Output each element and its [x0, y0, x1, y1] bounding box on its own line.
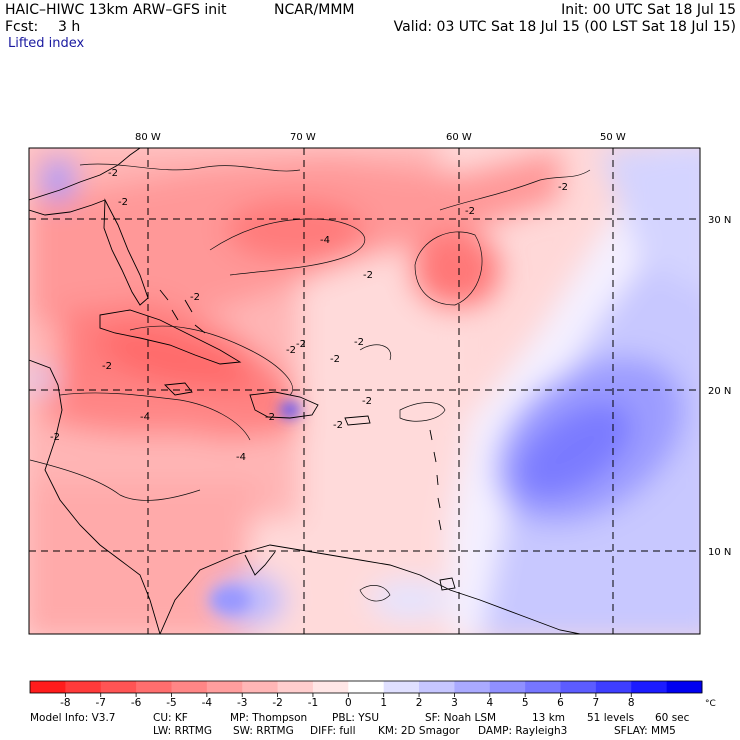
contour-label: -2 — [362, 396, 372, 407]
colorbar-cell — [30, 681, 66, 693]
contour-label: -2 — [102, 361, 112, 372]
forecast-label: Fcst: — [5, 19, 39, 35]
surface-layer-option: SFLAY: MM5 — [614, 725, 676, 737]
colorbar-tick-label: 4 — [486, 697, 493, 709]
colorbar-cell — [489, 681, 526, 693]
lon-label: 60 W — [446, 132, 472, 143]
colorbar-cell — [525, 681, 562, 693]
lat-label: 30 N — [708, 215, 731, 226]
colorbar-unit: °C — [705, 699, 716, 709]
damping-option: DAMP: Rayleigh3 — [478, 725, 568, 737]
valid-time: Valid: 03 UTC Sat 18 Jul 15 (00 LST Sat … — [393, 19, 736, 35]
contour-label: -2 — [333, 420, 343, 431]
colorbar-tick-label: -3 — [237, 697, 247, 709]
cumulus-scheme: CU: KF — [153, 712, 188, 724]
colorbar-cell — [277, 681, 314, 693]
colorbar-cell — [242, 681, 279, 693]
colorbar-cell — [560, 681, 597, 693]
contour-label: -2 — [354, 337, 364, 348]
grid-spacing: 13 km — [532, 712, 566, 724]
colorbar-cell — [595, 681, 632, 693]
timestep: 60 sec — [655, 712, 690, 724]
colorbar-tick-label: -5 — [166, 697, 176, 709]
contour-label: -4 — [236, 452, 246, 463]
colorbar-cell — [136, 681, 172, 693]
contour-label: -2 — [330, 354, 340, 365]
colorbar-tick-label: -6 — [131, 697, 142, 709]
contour-label: -4 — [320, 235, 330, 246]
contour-label: -2 — [190, 292, 200, 303]
colorbar-tick-label: 5 — [522, 697, 529, 709]
init-time: Init: 00 UTC Sat 18 Jul 15 — [561, 2, 736, 18]
vertical-levels: 51 levels — [587, 712, 635, 724]
colorbar-outline — [29, 680, 703, 694]
contour-label: -2 — [558, 182, 568, 193]
microphysics-scheme: MP: Thompson — [230, 712, 308, 724]
colorbar-cell — [454, 681, 491, 693]
diffusion-option: DIFF: full — [310, 725, 356, 737]
map-frame — [28, 147, 701, 635]
colorbar-cell — [348, 681, 385, 693]
contour-label: -4 — [140, 412, 150, 423]
colorbar-cell — [666, 681, 703, 693]
colorbar-tick-label: 6 — [557, 697, 564, 709]
model-title: HAIC–HIWC 13km ARW–GFS init — [5, 2, 227, 18]
contour-label: -2 — [50, 432, 60, 443]
shortwave-scheme: SW: RRTMG — [233, 725, 294, 737]
colorbar-tick-label: -2 — [272, 697, 282, 709]
contour-label: -2 — [286, 345, 296, 356]
eddy-option: KM: 2D Smagor — [378, 725, 460, 737]
field-name: Lifted index — [8, 36, 85, 51]
lat-label: 20 N — [708, 386, 731, 397]
colorbar-cell — [206, 681, 243, 693]
contour-label: -2 — [465, 206, 475, 217]
lon-label: 70 W — [290, 132, 316, 143]
colorbar-cell — [100, 681, 137, 693]
colorbar-tick-label: 8 — [628, 697, 635, 709]
colorbar-cell — [312, 681, 349, 693]
forecast-hour: 3 h — [58, 19, 81, 35]
lat-label: 10 N — [708, 547, 731, 558]
contour-labels: -2 -2 -2 -2 -4 -2 -2 -2 -2 -2 -2 -4 -2 -… — [50, 168, 568, 463]
colorbar-tick-label: -1 — [308, 697, 318, 709]
lon-label: 80 W — [135, 132, 161, 143]
contour-label: -2 — [108, 168, 118, 179]
colorbar-tick-label: -7 — [95, 697, 105, 709]
colorbar-tick-label: 2 — [416, 697, 423, 709]
colorbar-cell — [419, 681, 455, 693]
contour-label: -2 — [118, 197, 128, 208]
surface-scheme: SF: Noah LSM — [425, 712, 497, 724]
colorbar-tick-label: -8 — [60, 697, 70, 709]
colorbar-cell — [631, 681, 668, 693]
colorbar-tick-label: 1 — [380, 697, 387, 709]
contour-lines — [29, 163, 591, 602]
contour-label: -2 — [363, 270, 373, 281]
colorbar-tick-label: 3 — [451, 697, 458, 709]
colorbar-cell — [383, 681, 420, 693]
model-info: Model Info: V3.7 — [30, 712, 116, 724]
shaded-field — [29, 148, 700, 634]
organization: NCAR/MMM — [274, 2, 355, 18]
pbl-scheme: PBL: YSU — [332, 712, 380, 724]
colorbar-tick-label: -4 — [202, 697, 213, 709]
colorbar-tick-label: 0 — [345, 697, 352, 709]
contour-label: -2 — [296, 339, 306, 350]
longwave-scheme: LW: RRTMG — [153, 725, 212, 737]
colorbar-cell — [171, 681, 208, 693]
graticule — [29, 148, 700, 634]
lon-label: 50 W — [600, 132, 626, 143]
coastlines — [29, 148, 581, 634]
contour-label: -2 — [265, 412, 275, 423]
colorbar-tick-label: 7 — [593, 697, 600, 709]
colorbar-cell — [65, 681, 102, 693]
